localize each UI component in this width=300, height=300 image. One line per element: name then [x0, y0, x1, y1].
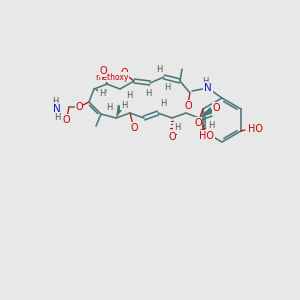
Text: O: O: [130, 123, 138, 133]
Text: H: H: [106, 103, 112, 112]
Text: HO: HO: [200, 131, 214, 141]
Text: H: H: [156, 65, 162, 74]
Text: O: O: [212, 103, 220, 113]
Text: H: H: [126, 91, 132, 100]
Text: HO: HO: [248, 124, 262, 134]
Text: H: H: [160, 100, 166, 109]
Text: H: H: [164, 82, 170, 91]
Polygon shape: [199, 107, 214, 118]
Text: N: N: [53, 104, 61, 114]
Text: O: O: [99, 66, 107, 76]
Text: O: O: [184, 101, 192, 111]
Text: methoxy: methoxy: [95, 73, 129, 82]
Text: O: O: [120, 68, 128, 78]
Text: N: N: [204, 83, 212, 93]
Text: H: H: [99, 89, 105, 98]
Text: O: O: [168, 132, 176, 142]
Text: O: O: [75, 102, 83, 112]
Text: H: H: [174, 122, 180, 131]
Polygon shape: [116, 105, 124, 118]
Text: H: H: [208, 122, 214, 130]
Text: O: O: [194, 118, 202, 128]
Polygon shape: [94, 89, 107, 96]
Text: H: H: [121, 100, 127, 109]
Text: O: O: [62, 115, 70, 125]
Text: H: H: [145, 88, 151, 98]
Text: H: H: [202, 76, 208, 85]
Text: H: H: [52, 98, 58, 106]
Text: H: H: [54, 112, 60, 122]
